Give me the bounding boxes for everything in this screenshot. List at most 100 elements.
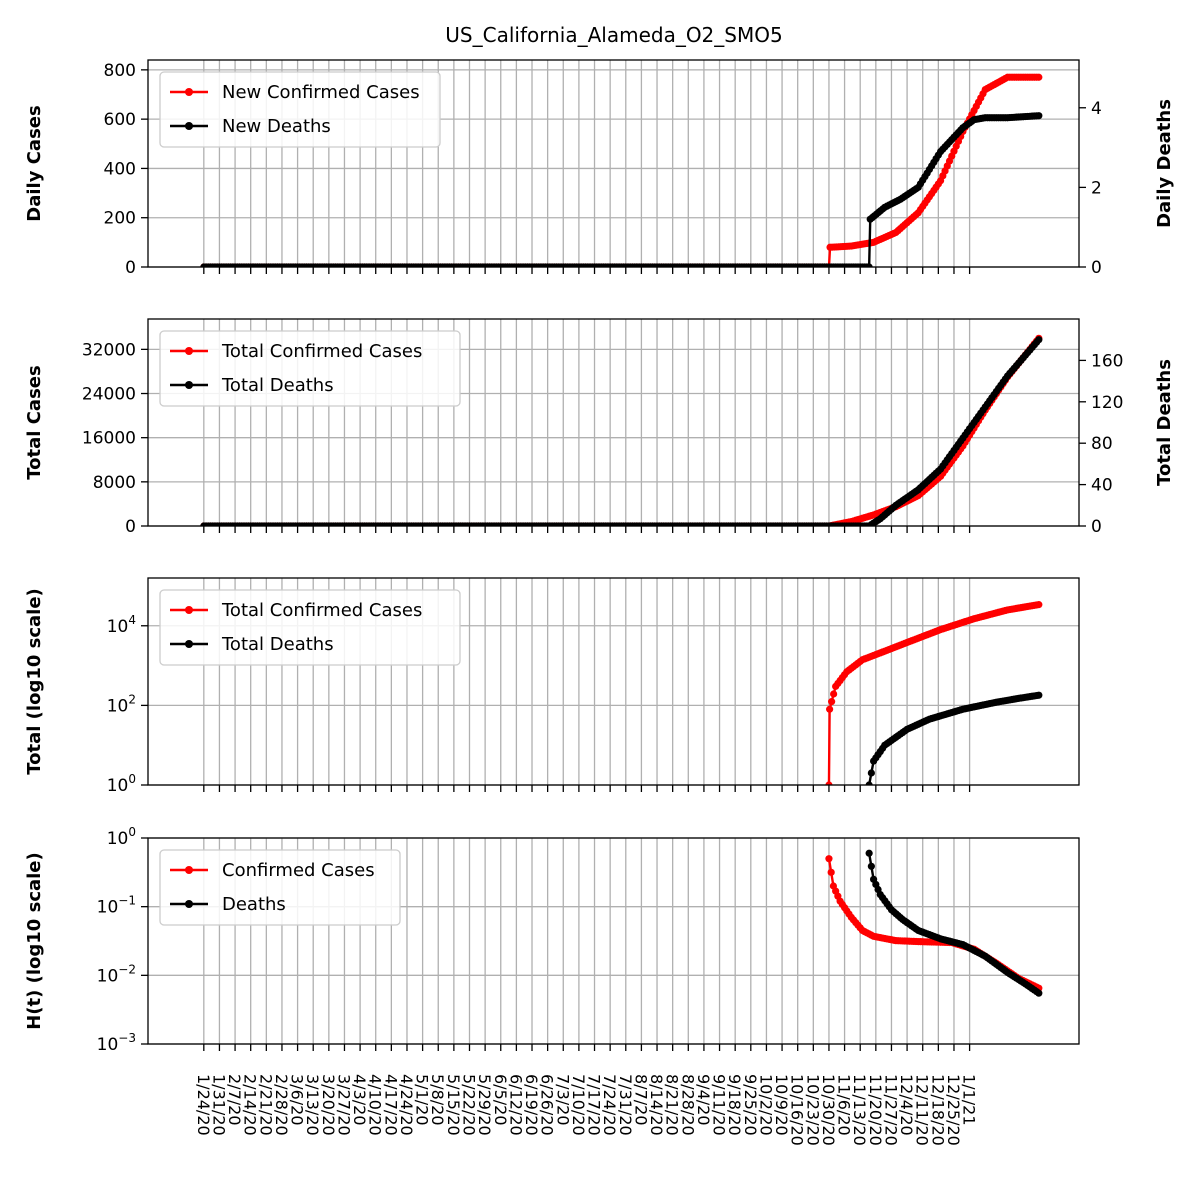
data-point <box>1035 601 1043 609</box>
y-tick-label: 200 <box>104 209 136 229</box>
legend-marker <box>185 866 193 874</box>
x-tick-label: 12/4/20 <box>897 1074 916 1136</box>
y-tick-label: 24000 <box>82 385 136 405</box>
series-group <box>825 849 1043 997</box>
data-point <box>1035 73 1043 81</box>
y-right-tick-label: 40 <box>1091 476 1113 496</box>
y-axis-label: Daily Cases <box>24 105 45 221</box>
data-point <box>1035 336 1043 344</box>
x-tick-label: 8/28/20 <box>678 1074 697 1136</box>
x-tick-label: 10/30/20 <box>819 1074 838 1146</box>
data-point <box>865 849 873 857</box>
x-tick-label: 1/31/20 <box>209 1074 228 1136</box>
x-tick-label: 6/5/20 <box>491 1074 510 1126</box>
legend-entry: Total Confirmed Cases <box>221 341 422 362</box>
x-tick-label: 4/24/20 <box>397 1074 416 1136</box>
panel-log_total: Total (log10 scale) Total Confirmed Cases… <box>24 577 1080 792</box>
x-tick-label: 5/8/20 <box>428 1074 447 1126</box>
x-tick-label: 2/14/20 <box>241 1074 260 1136</box>
y-right-axis-label: Daily Deaths <box>1154 99 1175 228</box>
x-tick-label: 9/4/20 <box>694 1074 713 1126</box>
series-group <box>825 601 1043 785</box>
y-axis-label: H(t) (log10 scale) <box>24 852 45 1030</box>
figure-title: US_California_Alameda_O2_SMO5 <box>445 23 782 47</box>
y-tick-label: 16000 <box>82 429 136 449</box>
x-tick-label: 11/27/20 <box>881 1074 900 1146</box>
y-right-tick-label: 80 <box>1091 434 1113 454</box>
y-tick-label: 8000 <box>93 473 136 493</box>
x-tick-label: 6/26/20 <box>538 1074 557 1136</box>
y-right-tick-label: 2 <box>1091 178 1102 198</box>
x-tick-label: 8/21/20 <box>663 1074 682 1136</box>
x-tick-label: 2/7/20 <box>225 1074 244 1126</box>
y-tick-label: 100 <box>107 825 136 849</box>
y-tick-label: 10−3 <box>97 1031 136 1055</box>
data-point <box>1035 691 1043 699</box>
y-tick-label: 0 <box>125 258 136 278</box>
data-point <box>865 263 873 267</box>
x-tick-label: 2/28/20 <box>272 1074 291 1136</box>
x-tick-label: 4/3/20 <box>350 1074 369 1126</box>
x-tick-label: 3/6/20 <box>288 1074 307 1126</box>
x-tick-label: 11/13/20 <box>850 1074 869 1146</box>
x-tick-label: 7/10/20 <box>569 1074 588 1136</box>
y-axis-label: Total (log10 scale) <box>24 588 45 775</box>
y-right-tick-label: 160 <box>1091 351 1123 371</box>
legend-marker <box>185 88 193 96</box>
y-right-tick-label: 0 <box>1091 258 1102 278</box>
data-point <box>825 855 833 863</box>
legend-marker <box>185 347 193 355</box>
y-tick-label: 32000 <box>82 340 136 360</box>
data-point <box>1035 989 1043 997</box>
y-tick-label: 0 <box>125 517 136 537</box>
x-tick-label: 12/18/20 <box>928 1074 947 1146</box>
x-tick-label: 10/2/20 <box>756 1074 775 1136</box>
legend-entry: Total Deaths <box>221 634 334 655</box>
series-group <box>200 334 1043 526</box>
x-tick-label: 12/25/20 <box>944 1074 963 1146</box>
x-tick-label: 10/9/20 <box>772 1074 791 1136</box>
x-tick-label: 6/19/20 <box>522 1074 541 1136</box>
x-tick-label: 12/11/20 <box>913 1074 932 1146</box>
y-tick-label: 10−1 <box>97 894 136 918</box>
x-tick-label: 9/18/20 <box>725 1074 744 1136</box>
legend-box <box>159 71 441 148</box>
y-tick-label: 600 <box>104 110 136 130</box>
data-point <box>826 705 834 713</box>
x-tick-label: 5/22/20 <box>459 1074 478 1136</box>
legend-entry: Confirmed Cases <box>222 860 375 881</box>
y-right-tick-label: 4 <box>1091 99 1102 119</box>
x-tick-label: 4/17/20 <box>381 1074 400 1136</box>
x-tick-label: 5/29/20 <box>475 1074 494 1136</box>
data-point <box>828 698 836 706</box>
data-point <box>825 781 833 785</box>
plot-frame <box>147 577 1080 786</box>
legend-marker <box>185 640 193 648</box>
x-tick-label: 3/27/20 <box>334 1074 353 1136</box>
x-tick-label: 9/25/20 <box>741 1074 760 1136</box>
legend-box <box>159 849 401 926</box>
x-tick-label: 3/20/20 <box>319 1074 338 1136</box>
x-tick-label: 5/1/20 <box>413 1074 432 1126</box>
y-right-axis-label: Total Deaths <box>1154 359 1175 486</box>
legend-box <box>159 330 461 407</box>
y-tick-label: 104 <box>107 613 136 637</box>
legend-entry: New Confirmed Cases <box>222 82 420 103</box>
x-tick-label: 2/21/20 <box>256 1074 275 1136</box>
x-tick-label: 3/13/20 <box>303 1074 322 1136</box>
y-tick-label: 100 <box>107 772 136 796</box>
plot-frame <box>147 837 1080 1045</box>
x-tick-label: 8/14/20 <box>647 1074 666 1136</box>
legend-marker <box>185 900 193 908</box>
y-tick-label: 400 <box>104 159 136 179</box>
panel-total: 0 8000 16000 24000 32000 0 40 80 120 160 Total Dea… <box>24 318 1175 537</box>
data-point <box>1035 112 1043 120</box>
y-tick-label: 10−2 <box>97 962 136 986</box>
plot-frame <box>147 59 1080 268</box>
legend-entry: Deaths <box>222 894 286 915</box>
series-group <box>200 73 1043 267</box>
x-tick-label: 11/6/20 <box>835 1074 854 1136</box>
x-tick-label: 7/17/20 <box>585 1074 604 1136</box>
y-right-tick-label: 120 <box>1091 393 1123 413</box>
